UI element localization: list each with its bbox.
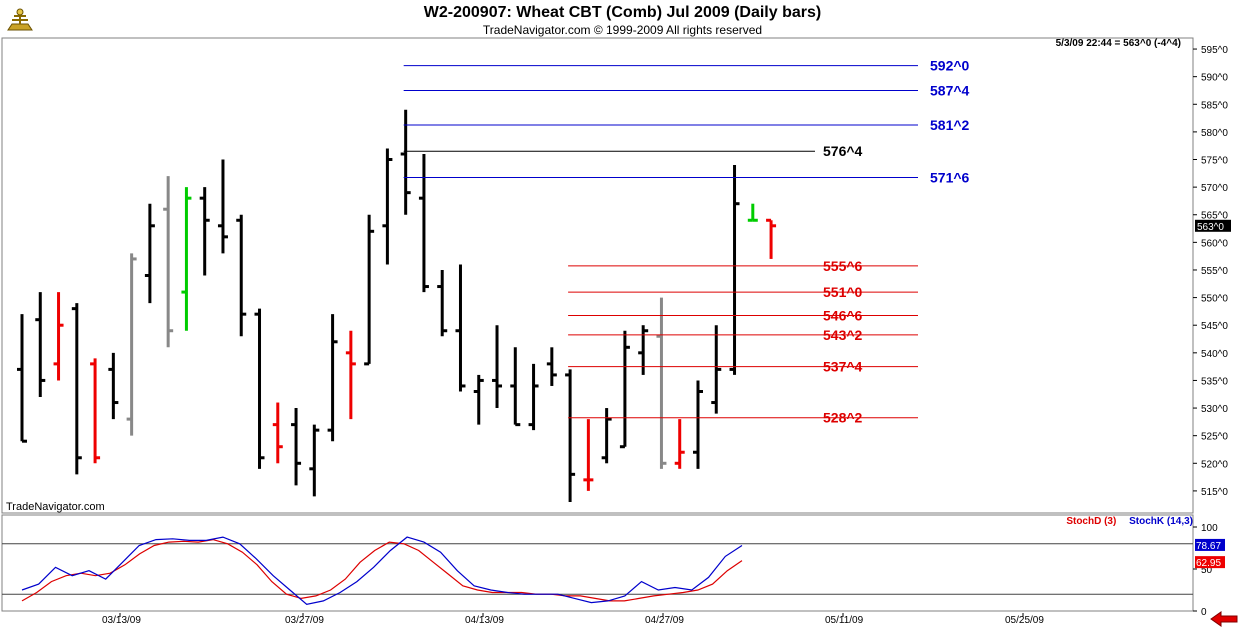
price-tick-label: 550^0 bbox=[1201, 294, 1228, 305]
red-left-arrow-icon[interactable] bbox=[1209, 611, 1239, 627]
price-tick-label: 560^0 bbox=[1201, 238, 1228, 249]
price-tick-label: 585^0 bbox=[1201, 100, 1228, 111]
price-level-label: 551^0 bbox=[823, 284, 863, 300]
stoch-k-value: 78.67 bbox=[1196, 541, 1221, 552]
price-tick-label: 555^0 bbox=[1201, 266, 1228, 277]
price-level-label: 576^4 bbox=[823, 143, 863, 159]
price-tick-label: 540^0 bbox=[1201, 349, 1228, 360]
price-tick-label: 590^0 bbox=[1201, 73, 1228, 84]
price-tick-label: 525^0 bbox=[1201, 432, 1228, 443]
date-tick-label: 04/27/09 bbox=[645, 615, 684, 626]
price-tick-label: 565^0 bbox=[1201, 211, 1228, 222]
stoch-k-value-box bbox=[1195, 538, 1225, 551]
oscillator-series-line bbox=[21, 538, 743, 602]
date-tick-label: 05/25/09 bbox=[1005, 615, 1044, 626]
date-tick-label: 03/13/09 bbox=[102, 615, 141, 626]
stoch-d-legend: StochD (3) bbox=[1066, 516, 1117, 527]
oscillator-tick-label: 0 bbox=[1201, 607, 1207, 618]
stoch-k-legend: StochK (14,3) bbox=[1129, 516, 1193, 527]
price-tick-label: 530^0 bbox=[1201, 404, 1228, 415]
chart-title: W2-200907: Wheat CBT (Comb) Jul 2009 (Da… bbox=[423, 4, 822, 21]
oscillator-tick-label: 50 bbox=[1201, 565, 1213, 576]
price-tick-label: 520^0 bbox=[1201, 459, 1228, 470]
copyright-subtitle: TradeNavigator.com © 1999-2009 All right… bbox=[482, 23, 763, 37]
last-price-label: 563^0 bbox=[1197, 222, 1224, 233]
price-level-label: 546^6 bbox=[823, 308, 863, 324]
last-price-box bbox=[1195, 219, 1231, 232]
stoch-d-value-box bbox=[1195, 556, 1225, 569]
price-tick-label: 575^0 bbox=[1201, 156, 1228, 167]
date-tick-label: 03/27/09 bbox=[285, 615, 324, 626]
price-level-label: 592^0 bbox=[930, 58, 970, 74]
price-tick-label: 595^0 bbox=[1201, 45, 1228, 56]
price-tick-label: 535^0 bbox=[1201, 376, 1228, 387]
last-quote-readout: 5/3/09 22:44 = 563^0 (-4^4) bbox=[1055, 38, 1181, 49]
sextant-logo-icon bbox=[7, 8, 33, 31]
price-level-label: 587^4 bbox=[930, 82, 970, 98]
price-tick-label: 515^0 bbox=[1201, 487, 1228, 498]
oscillator-panel-frame bbox=[1, 514, 1194, 612]
date-tick-label: 05/11/09 bbox=[825, 615, 864, 626]
price-level-label: 543^2 bbox=[823, 327, 863, 343]
price-level-label: 571^6 bbox=[930, 169, 970, 185]
oscillator-legend: StochD (3) StochK (14,3) bbox=[1066, 516, 1193, 527]
price-panel-frame bbox=[1, 37, 1194, 514]
oscillator-tick-label: 100 bbox=[1201, 523, 1218, 534]
price-tick-label: 570^0 bbox=[1201, 183, 1228, 194]
price-level-label: 537^4 bbox=[823, 359, 863, 375]
date-tick-label: 04/13/09 bbox=[465, 615, 504, 626]
watermark: TradeNavigator.com bbox=[6, 501, 105, 513]
price-tick-label: 580^0 bbox=[1201, 128, 1228, 139]
price-level-label: 555^6 bbox=[823, 258, 863, 274]
price-level-label: 528^2 bbox=[823, 410, 863, 426]
price-tick-label: 545^0 bbox=[1201, 321, 1228, 332]
price-level-label: 581^2 bbox=[930, 117, 970, 133]
oscillator-series-line bbox=[21, 536, 743, 605]
stoch-d-value: 62.95 bbox=[1196, 558, 1221, 569]
